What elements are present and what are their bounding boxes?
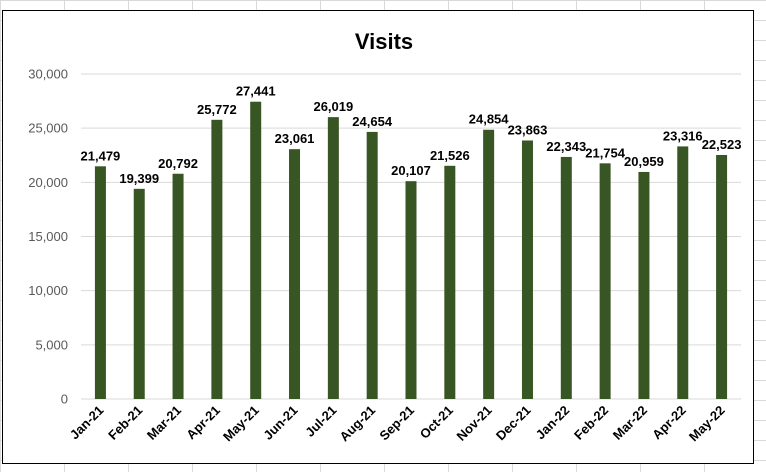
data-label: 21,526 bbox=[430, 148, 470, 163]
x-tick-label: Oct-21 bbox=[417, 403, 456, 442]
bar bbox=[250, 101, 262, 399]
bar bbox=[366, 131, 378, 399]
data-label: 24,854 bbox=[469, 112, 510, 127]
bar bbox=[560, 156, 572, 399]
y-tick-label: 15,000 bbox=[28, 229, 68, 244]
y-tick-label: 10,000 bbox=[28, 283, 68, 298]
x-tick-label: Dec-21 bbox=[493, 403, 534, 444]
y-tick-label: 5,000 bbox=[35, 337, 68, 352]
bar bbox=[521, 140, 533, 399]
x-tick-label: May-22 bbox=[686, 403, 728, 445]
y-tick-label: 25,000 bbox=[28, 121, 68, 136]
x-tick-label: Apr-22 bbox=[649, 403, 689, 443]
data-label: 23,061 bbox=[275, 131, 315, 146]
data-label: 26,019 bbox=[313, 99, 353, 114]
bar bbox=[172, 173, 184, 399]
data-label: 21,479 bbox=[81, 148, 121, 163]
x-tick-label: May-21 bbox=[220, 403, 262, 445]
bar bbox=[327, 117, 339, 399]
chart-title: Visits bbox=[355, 29, 413, 54]
bar bbox=[211, 119, 223, 399]
bar bbox=[444, 165, 456, 399]
x-tick-label: Mar-22 bbox=[610, 403, 650, 443]
bar bbox=[94, 166, 106, 399]
y-tick-label: 0 bbox=[61, 392, 68, 407]
data-label: 27,441 bbox=[236, 84, 276, 99]
data-label: 20,792 bbox=[158, 156, 198, 171]
bar bbox=[133, 188, 145, 399]
bar bbox=[599, 163, 611, 399]
x-tick-label: Nov-21 bbox=[454, 403, 495, 444]
bars bbox=[94, 101, 728, 399]
bar bbox=[638, 171, 650, 399]
y-tick-label: 30,000 bbox=[28, 67, 68, 82]
x-tick-label: Apr-21 bbox=[183, 403, 223, 443]
x-tick-label: Feb-22 bbox=[571, 403, 611, 443]
data-label: 22,343 bbox=[546, 139, 586, 154]
x-tick-label: Sep-21 bbox=[376, 403, 417, 444]
chart-area[interactable]: Visits 0 5,000 10,000 15,000 20,000 25,000 30,… bbox=[2, 10, 754, 464]
bar bbox=[483, 129, 495, 399]
y-axis: 0 5,000 10,000 15,000 20,000 25,000 30,000 bbox=[28, 67, 68, 407]
data-label: 24,654 bbox=[352, 114, 393, 129]
bar bbox=[677, 146, 689, 399]
data-label: 25,772 bbox=[197, 102, 237, 117]
x-tick-label: Jan-22 bbox=[533, 403, 573, 443]
x-tick-label: Jan-21 bbox=[67, 403, 107, 443]
y-tick-label: 20,000 bbox=[28, 175, 68, 190]
x-tick-label: Mar-21 bbox=[144, 403, 184, 443]
data-label: 20,107 bbox=[391, 163, 431, 178]
data-label: 20,959 bbox=[624, 154, 664, 169]
bar bbox=[289, 149, 301, 399]
x-tick-label: Jul-21 bbox=[302, 403, 339, 440]
data-label: 21,754 bbox=[585, 145, 626, 160]
data-label: 22,523 bbox=[702, 137, 742, 152]
data-label: 23,316 bbox=[663, 128, 703, 143]
x-tick-label: Feb-21 bbox=[105, 403, 145, 443]
data-label: 23,863 bbox=[508, 122, 548, 137]
bar bbox=[405, 181, 417, 399]
data-label: 19,399 bbox=[119, 171, 159, 186]
x-tick-label: Jun-21 bbox=[260, 403, 300, 443]
bar bbox=[716, 155, 728, 399]
visits-bar-chart: Visits 0 5,000 10,000 15,000 20,000 25,000 30,… bbox=[28, 29, 742, 445]
x-tick-label: Aug-21 bbox=[337, 403, 379, 445]
